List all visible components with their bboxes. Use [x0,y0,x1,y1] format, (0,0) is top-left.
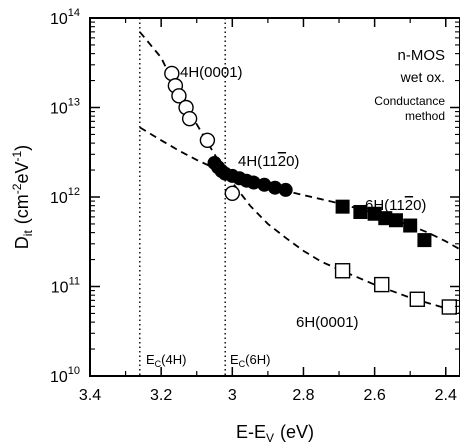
overbar-digit: 2 [278,153,286,170]
data-point-s0-5 [199,132,216,149]
data-point-s2-5 [403,218,418,233]
x-tick-label: 3 [228,387,237,404]
y-tick-label: 1014 [50,7,80,28]
series-label-4h-11-20: 4H(1120) [238,153,299,170]
fit-curve-0 [139,31,460,315]
data-point-s0-4 [181,110,198,127]
x-tick-label: 3.2 [150,387,172,404]
data-point-s2-1 [353,204,368,219]
y-tick-label: 1013 [50,97,80,118]
y-tick-label: 1011 [51,276,80,297]
data-point-s2-4 [388,213,403,228]
data-point-s2-3 [378,211,393,226]
data-point-s1-7 [246,175,261,190]
data-point-s0-2 [171,88,187,104]
device-annotation: n-MOS [397,47,445,64]
data-point-s1-9 [268,180,282,195]
x-tick-label: 2.6 [363,387,385,404]
series-label-6h-11-20: 6H(1120) [365,197,426,214]
x-tick-label: 2.8 [292,387,314,404]
data-point-s0-6 [224,185,241,201]
axis-ticks: 3.4 3.2 3 2.8 2.6 2.4 1010 1011 1012 1013 1014 [50,7,460,404]
series-label-6h-0001: 6H(0001) [296,314,359,331]
oxidation-annotation: wet ox. [400,69,445,85]
data-point-s2-0 [335,199,350,214]
method-annotation-line2: method [405,109,445,123]
data-point-s3-2 [409,291,426,307]
method-annotation-line1: Conductance [374,94,445,108]
data-point-s3-3 [441,299,458,315]
x-axis-title: E-EV (eV) [236,422,314,445]
x-tick-label: 3.4 [79,387,101,404]
x-tick-label: 2.4 [435,387,457,404]
y-axis-title: Dit(cm-2eV-1) [10,145,35,249]
data-markers [164,65,458,315]
data-point-s1-10 [278,182,293,197]
series-label-4h-0001: 4H(0001) [180,64,243,81]
y-tick-label: 1012 [50,186,80,207]
ec-6h-label: EC(6H) [230,352,270,369]
data-point-s3-0 [334,263,351,279]
y-tick-label: 1010 [50,365,80,386]
ec-4h-label: EC(4H) [146,352,186,369]
data-point-s3-1 [374,276,390,293]
data-point-s1-8 [257,177,272,192]
data-point-s2-2 [367,206,382,221]
band-edge-lines [139,18,226,376]
overbar-digit: 2 [405,197,413,214]
data-point-s2-6 [417,233,432,248]
